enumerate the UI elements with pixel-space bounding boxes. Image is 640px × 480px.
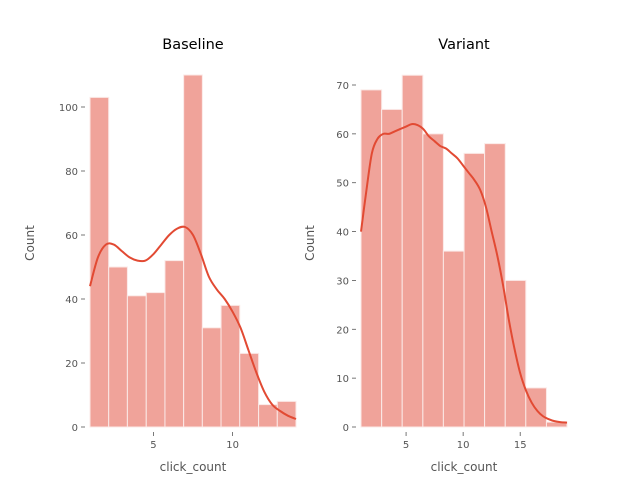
y-tick-label: 80 [65,167,78,178]
x-tick-label: 15 [514,440,527,451]
variant-x-axis: 5 10 15 [403,432,527,451]
baseline-y-label: Count [23,225,37,261]
variant-y-axis: 0 10 20 30 40 50 60 70 [336,81,356,434]
histogram-bar [381,108,403,428]
variant-title: Variant [438,37,490,53]
baseline-histogram-panel: Baseline 0 20 40 60 80 100 5 10 click_count Co… [23,37,297,474]
y-tick-label: 40 [65,295,78,306]
y-tick-label: 70 [336,81,349,92]
y-tick-label: 60 [336,130,349,141]
y-tick-label: 0 [343,423,349,434]
y-tick-label: 0 [72,423,78,434]
histogram-bar [164,260,185,428]
histogram-bar [145,292,166,428]
baseline-bars [89,74,297,428]
histogram-bar [183,74,203,428]
baseline-title: Baseline [162,37,224,53]
histogram-bar [126,295,147,428]
variant-histogram-panel: Variant 0 10 20 30 40 50 60 70 5 10 15 click_coun… [303,37,568,474]
baseline-y-axis: 0 20 40 60 80 100 [59,103,85,434]
y-tick-label: 40 [336,228,349,239]
y-tick-label: 30 [336,276,349,287]
y-tick-label: 20 [336,325,349,336]
y-tick-label: 100 [59,103,78,114]
variant-y-label: Count [303,225,317,261]
histogram-bar [220,304,241,428]
histogram-bar [201,327,222,428]
histogram-bar [108,266,128,428]
histogram-bar [360,89,383,428]
y-tick-label: 60 [65,231,78,242]
baseline-x-axis: 5 10 [150,432,239,451]
x-tick-label: 5 [403,440,409,451]
histogram-bar [89,96,110,428]
variant-x-label: click_count [431,460,498,474]
baseline-kde-line [89,225,297,420]
histogram-bar [525,387,547,428]
x-tick-label: 5 [150,440,156,451]
histogram-bar [422,133,444,428]
y-tick-label: 20 [65,359,78,370]
histogram-bar [442,250,465,428]
variant-bars [360,74,568,428]
baseline-x-label: click_count [160,460,227,474]
x-tick-label: 10 [457,440,470,451]
x-tick-label: 10 [226,440,239,451]
y-tick-label: 50 [336,179,349,190]
histogram-bar [401,74,424,428]
histogram-bar [239,352,260,428]
variant-kde-line [360,123,568,424]
y-tick-label: 10 [336,374,349,385]
